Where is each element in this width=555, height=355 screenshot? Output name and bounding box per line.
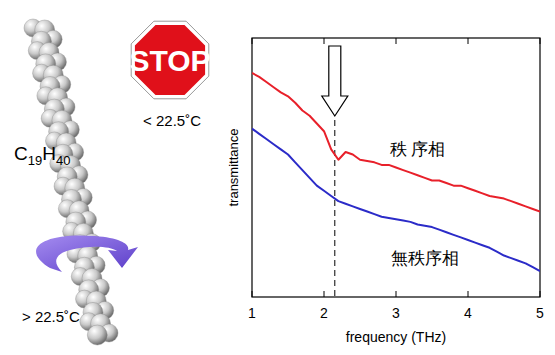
formula: C19H40: [14, 143, 70, 168]
rotation-label: > 22.5˚C: [22, 308, 80, 325]
x-tick: [396, 291, 397, 297]
plot-frame: [252, 38, 540, 297]
x-tick-top: [540, 38, 541, 44]
formula-part: C: [14, 143, 28, 164]
stop-label: < 22.5˚C: [143, 112, 201, 129]
y-axis-title: transmittance: [226, 128, 241, 206]
x-tick: [468, 291, 469, 297]
x-axis-title: frequency (THz): [346, 329, 446, 345]
x-tick-top: [252, 38, 253, 44]
x-tick-top: [396, 38, 397, 44]
x-tick: [540, 291, 541, 297]
x-tick: [252, 291, 253, 297]
x-tick-top: [468, 38, 469, 44]
stop-text: STOP: [129, 44, 210, 77]
formula-part: 19: [28, 153, 42, 168]
annotation-arrow: [322, 46, 348, 116]
carbon-atom: [87, 325, 107, 345]
x-tick-label: 1: [248, 305, 256, 321]
plot-area: [252, 73, 540, 297]
x-tick: [324, 291, 325, 297]
x-tick-label: 3: [392, 305, 400, 321]
series-line: [252, 129, 540, 271]
canvas: STOP < 22.5˚C C19H40 > 22.5˚C 1 2 3 4 5 frequency…: [0, 0, 555, 355]
formula-part: H: [42, 143, 56, 164]
series-label: 秩 序相: [390, 140, 446, 159]
series-label: 無秩序相: [391, 249, 459, 268]
x-tick-top: [324, 38, 325, 44]
annotation-line: [334, 120, 335, 297]
series-line: [252, 73, 540, 212]
formula-part: 40: [56, 153, 70, 168]
rotation-arrow: [36, 235, 138, 272]
x-tick-label: 2: [320, 305, 328, 321]
x-tick-label: 4: [464, 305, 472, 321]
x-tick-label: 5: [536, 305, 544, 321]
illustration: STOP < 22.5˚C C19H40 > 22.5˚C: [14, 19, 211, 345]
